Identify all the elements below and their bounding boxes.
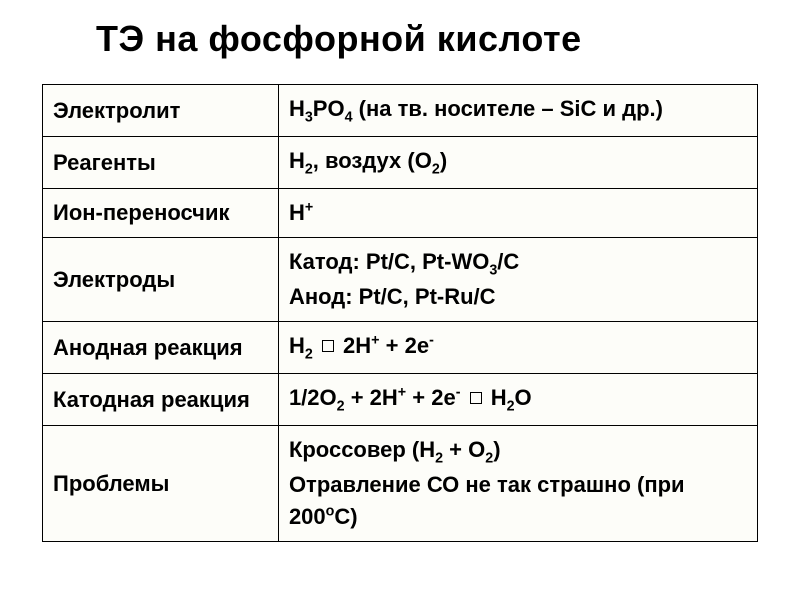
row-label: Проблемы	[43, 426, 279, 542]
row-value: Кроссовер (H2 + O2)Отравление СО не так …	[278, 426, 757, 542]
table-row: Ион-переносчикH+	[43, 189, 758, 238]
row-value: 1/2O2 + 2H+ + 2e- H2O	[278, 374, 757, 426]
table-row: ПроблемыКроссовер (H2 + O2)Отравление СО…	[43, 426, 758, 542]
row-label: Реагенты	[43, 137, 279, 189]
row-value: H2 2H+ + 2e-	[278, 322, 757, 374]
row-label: Электролит	[43, 85, 279, 137]
row-value: H2, воздух (O2)	[278, 137, 757, 189]
page-title: ТЭ на фосфорной кислоте	[96, 18, 758, 60]
table-row: ЭлектродыКатод: Pt/C, Pt-WO3/CАнод: Pt/C…	[43, 238, 758, 322]
row-label: Электроды	[43, 238, 279, 322]
table-row: РеагентыH2, воздух (O2)	[43, 137, 758, 189]
fuel-cell-table: ЭлектролитH3PO4 (на тв. носителе – SiC и…	[42, 84, 758, 542]
row-value: H3PO4 (на тв. носителе – SiC и др.)	[278, 85, 757, 137]
row-label: Ион-переносчик	[43, 189, 279, 238]
table-row: Катодная реакция1/2O2 + 2H+ + 2e- H2O	[43, 374, 758, 426]
row-value: H+	[278, 189, 757, 238]
row-label: Катодная реакция	[43, 374, 279, 426]
row-value: Катод: Pt/C, Pt-WO3/CАнод: Pt/C, Pt-Ru/C	[278, 238, 757, 322]
table-row: Анодная реакцияH2 2H+ + 2e-	[43, 322, 758, 374]
row-label: Анодная реакция	[43, 322, 279, 374]
table-row: ЭлектролитH3PO4 (на тв. носителе – SiC и…	[43, 85, 758, 137]
